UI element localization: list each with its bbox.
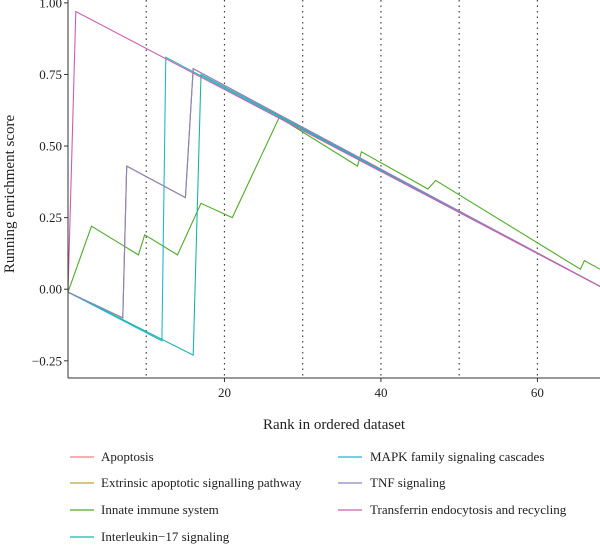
plot-area bbox=[67, 0, 600, 378]
series-line-0 bbox=[67, 67, 600, 319]
axes: −0.25 0.00 0.25 0.50 0.75 1.00 20 40 60 bbox=[32, 0, 600, 400]
y-tick-label: −0.25 bbox=[32, 353, 62, 368]
legend-label-6: Transferrin endocytosis and recycling bbox=[370, 502, 567, 517]
legend-label-0: Apoptosis bbox=[101, 449, 154, 464]
series-line-1 bbox=[67, 67, 600, 319]
x-tick-label: 60 bbox=[531, 385, 544, 400]
y-tick-label: 0.25 bbox=[39, 210, 62, 225]
y-tick-label: 0.75 bbox=[39, 67, 62, 82]
series-line-4 bbox=[67, 56, 600, 342]
legend: Apoptosis Extrinsic apoptotic signalling … bbox=[70, 449, 567, 544]
x-tick-label: 40 bbox=[374, 385, 387, 400]
series-line-5 bbox=[67, 67, 600, 319]
legend-label-4: MAPK family signaling cascades bbox=[370, 449, 544, 464]
legend-label-1: Extrinsic apoptotic signalling pathway bbox=[101, 475, 302, 490]
legend-label-2: Innate immune system bbox=[101, 502, 219, 517]
x-tick-label: 20 bbox=[218, 385, 231, 400]
y-tick-label: 0.00 bbox=[39, 282, 62, 297]
y-tick-label: 0.50 bbox=[39, 139, 62, 154]
legend-label-5: TNF signaling bbox=[370, 475, 446, 490]
legend-label-3: Interleukin−17 signaling bbox=[101, 529, 230, 544]
y-axis-title: Running enrichment score bbox=[2, 115, 18, 274]
series-line-3 bbox=[67, 73, 600, 356]
series-line-6 bbox=[67, 10, 600, 293]
x-axis-title: Rank in ordered dataset bbox=[263, 417, 406, 433]
y-tick-label: 1.00 bbox=[39, 0, 62, 10]
